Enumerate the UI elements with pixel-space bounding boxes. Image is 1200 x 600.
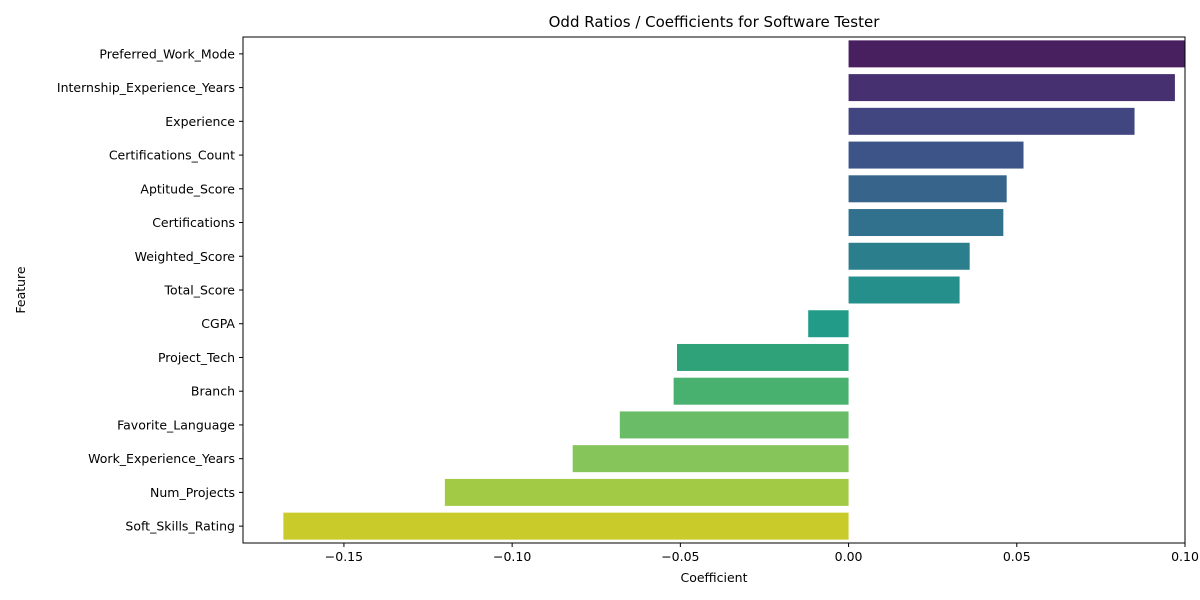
- y-tick-label: Total_Score: [164, 283, 236, 298]
- y-axis-ticks: Preferred_Work_Mode Internship_Experience…: [57, 46, 243, 534]
- y-tick-label: Internship_Experience_Years: [57, 80, 235, 95]
- bar-num-projects: [444, 478, 849, 506]
- x-tick-label: 0.00: [835, 549, 863, 564]
- x-tick-label: −0.10: [493, 549, 531, 564]
- x-tick-label: −0.15: [325, 549, 363, 564]
- y-tick-label: Aptitude_Score: [140, 181, 235, 196]
- y-tick-label: Work_Experience_Years: [88, 451, 235, 466]
- y-tick-label: CGPA: [201, 316, 235, 331]
- bar-cgpa: [808, 310, 849, 338]
- bar-preferred-work-mode: [848, 40, 1185, 68]
- y-axis-label: Feature: [13, 266, 28, 314]
- x-axis-label: Coefficient: [680, 570, 747, 585]
- bar-project-tech: [676, 343, 849, 371]
- y-tick-label: Favorite_Language: [117, 417, 235, 432]
- bar-total-score: [848, 276, 960, 304]
- y-tick-label: Experience: [165, 114, 235, 129]
- bar-soft-skills-rating: [283, 512, 849, 540]
- x-axis-ticks: −0.15 −0.10 −0.05 0.00 0.05 0.10: [325, 543, 1199, 564]
- y-tick-label: Certifications: [152, 215, 235, 230]
- bar-work-experience-years: [572, 445, 849, 473]
- bars: [283, 40, 1185, 540]
- chart-title: Odd Ratios / Coefficients for Software T…: [549, 13, 881, 31]
- plot-frame: [242, 36, 1186, 544]
- bar-favorite-language: [619, 411, 849, 439]
- y-tick-label: Preferred_Work_Mode: [99, 46, 235, 61]
- y-tick-label: Branch: [191, 384, 235, 399]
- x-tick-label: 0.10: [1171, 549, 1199, 564]
- y-tick-label: Soft_Skills_Rating: [125, 519, 235, 534]
- bar-certifications-count: [848, 141, 1024, 169]
- bar-experience: [848, 107, 1135, 135]
- y-tick-label: Project_Tech: [158, 350, 235, 365]
- bar-aptitude-score: [848, 175, 1007, 203]
- y-tick-label: Num_Projects: [150, 485, 235, 500]
- y-tick-label: Weighted_Score: [135, 249, 236, 264]
- x-tick-label: 0.05: [1003, 549, 1031, 564]
- bar-internship-experience-years: [848, 74, 1175, 102]
- x-tick-label: −0.05: [661, 549, 699, 564]
- bar-branch: [673, 377, 849, 405]
- y-tick-label: Certifications_Count: [109, 148, 235, 163]
- bar-weighted-score: [848, 242, 970, 270]
- bar-certifications: [848, 209, 1004, 237]
